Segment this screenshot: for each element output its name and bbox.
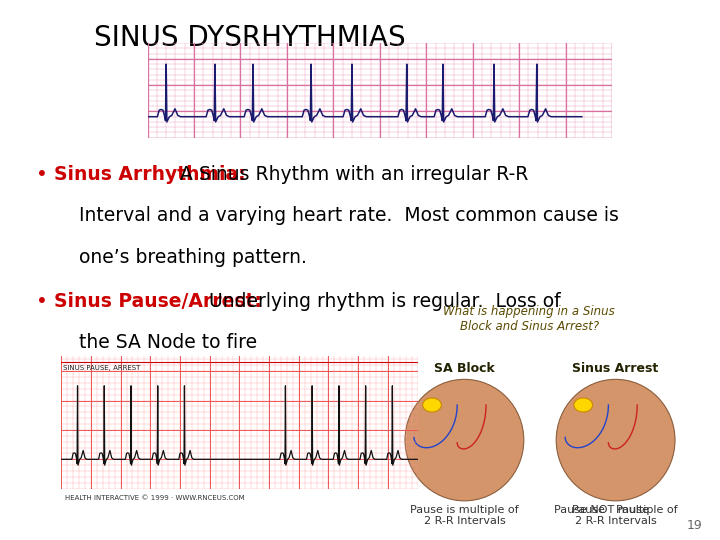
Text: one’s breathing pattern.: one’s breathing pattern. [79, 248, 307, 267]
Text: Underlying rhythm is regular.  Loss of: Underlying rhythm is regular. Loss of [197, 292, 560, 310]
Text: Pause is multiple of
2 R-R Intervals: Pause is multiple of 2 R-R Intervals [410, 505, 518, 526]
Text: A Sinus Rhythm with an irregular R-R: A Sinus Rhythm with an irregular R-R [168, 165, 528, 184]
Circle shape [423, 398, 441, 412]
Text: SINUS PAUSE, ARREST: SINUS PAUSE, ARREST [63, 365, 140, 371]
Circle shape [574, 398, 593, 412]
Text: What is happening in a Sinus
Block and Sinus Arrest?: What is happening in a Sinus Block and S… [444, 305, 615, 333]
Text: Pause NOT multiple of
2 R-R Intervals: Pause NOT multiple of 2 R-R Intervals [554, 505, 678, 526]
Text: SA Block: SA Block [434, 362, 495, 375]
Text: HEALTH INTERACTIVE © 1999 · WWW.RNCEUS.COM: HEALTH INTERACTIVE © 1999 · WWW.RNCEUS.C… [65, 495, 244, 501]
Text: Sinus Pause/Arrest:: Sinus Pause/Arrest: [54, 292, 262, 310]
Text: Interval and a varying heart rate.  Most common cause is: Interval and a varying heart rate. Most … [79, 206, 619, 225]
Text: •: • [36, 165, 54, 184]
Text: the SA Node to fire: the SA Node to fire [79, 333, 257, 352]
Text: Sinus Arrest: Sinus Arrest [572, 362, 659, 375]
Ellipse shape [405, 379, 524, 501]
Text: Sinus Arrhythmia:: Sinus Arrhythmia: [54, 165, 246, 184]
Text: Pause: Pause [616, 505, 652, 515]
Text: •: • [36, 292, 54, 310]
Text: Pause: Pause [572, 505, 609, 515]
Text: SINUS DYSRHYTHMIAS: SINUS DYSRHYTHMIAS [94, 24, 405, 52]
Text: 19: 19 [686, 519, 702, 532]
Ellipse shape [557, 379, 675, 501]
